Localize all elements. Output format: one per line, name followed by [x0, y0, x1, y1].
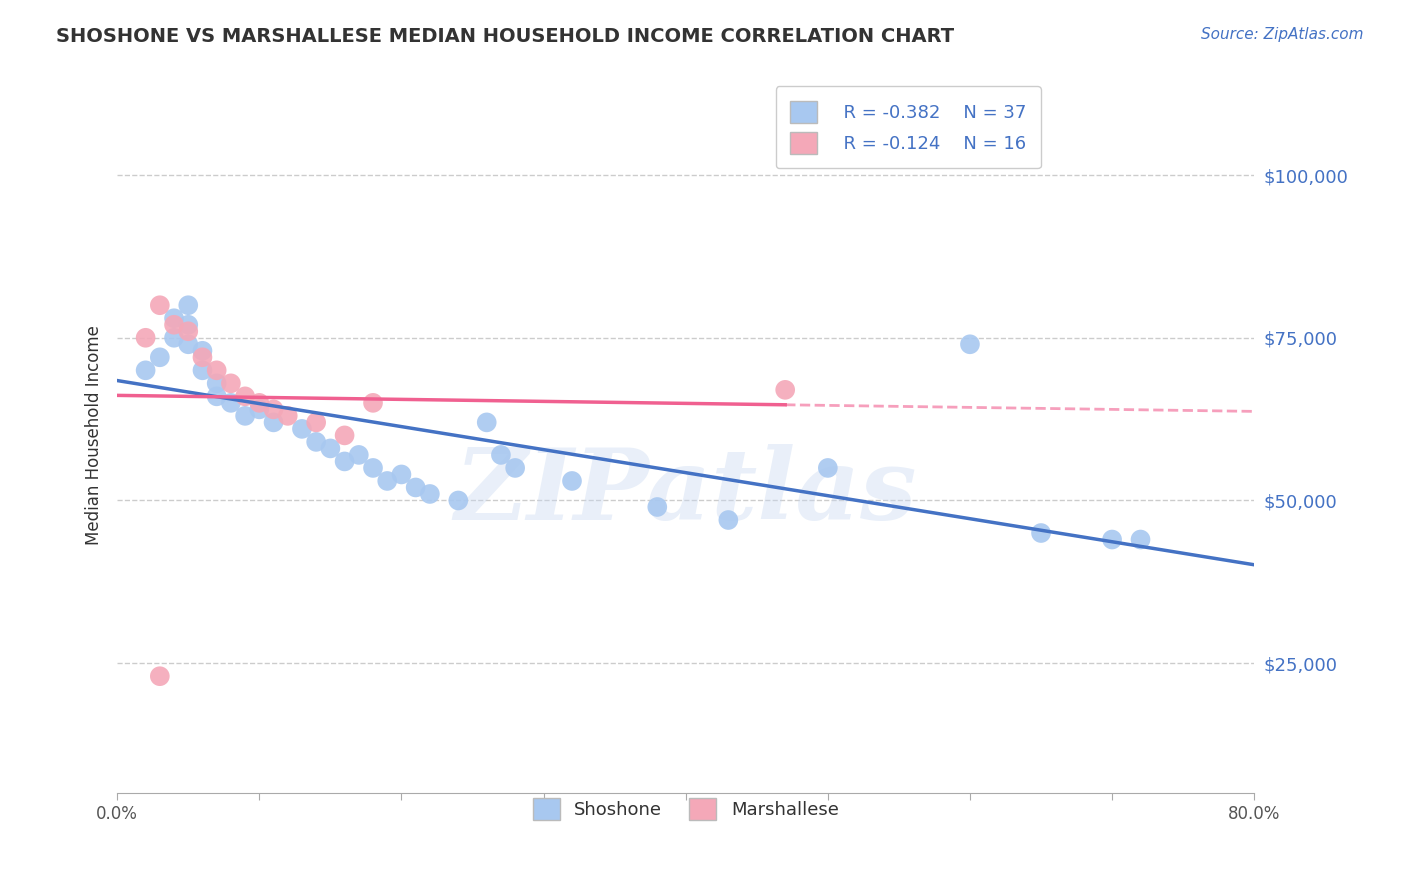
Point [1129, 533, 1152, 547]
Point [503, 461, 526, 475]
Point [149, 351, 172, 365]
Point [191, 363, 214, 377]
Point [361, 396, 384, 410]
Point [305, 434, 328, 449]
Point [361, 461, 384, 475]
Point [149, 298, 172, 312]
Point [419, 487, 441, 501]
Point [135, 331, 157, 345]
Legend: Shoshone, Marshallese: Shoshone, Marshallese [519, 783, 853, 834]
Text: Source: ZipAtlas.com: Source: ZipAtlas.com [1201, 27, 1364, 42]
Point [163, 311, 186, 326]
Point [163, 318, 186, 332]
Text: SHOSHONE VS MARSHALLESE MEDIAN HOUSEHOLD INCOME CORRELATION CHART: SHOSHONE VS MARSHALLESE MEDIAN HOUSEHOLD… [56, 27, 955, 45]
Point [333, 454, 356, 468]
Point [247, 396, 270, 410]
Point [959, 337, 981, 351]
Point [149, 669, 172, 683]
Point [233, 409, 256, 423]
Point [375, 474, 398, 488]
Point [233, 389, 256, 403]
Point [163, 331, 186, 345]
Point [177, 337, 200, 351]
Point [191, 351, 214, 365]
Point [391, 467, 413, 482]
Point [219, 396, 242, 410]
Point [305, 416, 328, 430]
Point [717, 513, 740, 527]
Y-axis label: Median Household Income: Median Household Income [86, 326, 103, 545]
Point [291, 422, 314, 436]
Point [447, 493, 470, 508]
Point [205, 376, 228, 391]
Point [191, 343, 214, 358]
Point [489, 448, 512, 462]
Point [263, 402, 285, 417]
Point [177, 324, 200, 338]
Point [205, 363, 228, 377]
Point [219, 376, 242, 391]
Point [333, 428, 356, 442]
Point [177, 298, 200, 312]
Point [177, 318, 200, 332]
Point [645, 500, 668, 514]
Point [319, 442, 342, 456]
Point [247, 402, 270, 417]
Point [817, 461, 839, 475]
Point [405, 480, 427, 494]
Point [205, 389, 228, 403]
Text: ZIPatlas: ZIPatlas [454, 444, 917, 541]
Point [475, 416, 498, 430]
Point [1029, 526, 1052, 541]
Point [347, 448, 370, 462]
Point [1101, 533, 1123, 547]
Point [561, 474, 583, 488]
Point [135, 363, 157, 377]
Point [263, 416, 285, 430]
Point [277, 409, 299, 423]
Point [773, 383, 796, 397]
